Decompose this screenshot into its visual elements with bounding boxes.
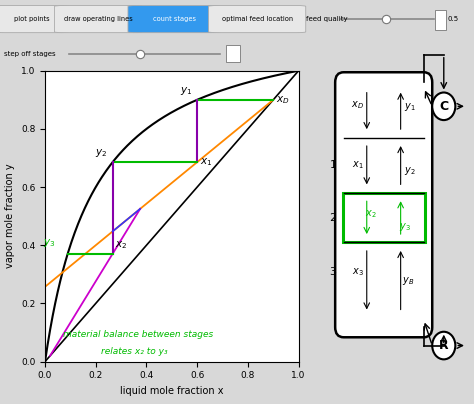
Text: 0.5: 0.5 xyxy=(447,16,458,22)
Text: $x_3$: $x_3$ xyxy=(352,266,364,278)
Text: $y_2$: $y_2$ xyxy=(404,165,415,177)
Text: 1: 1 xyxy=(329,160,337,170)
Text: $y_3$: $y_3$ xyxy=(43,237,55,249)
Text: step off stages: step off stages xyxy=(4,50,55,57)
Text: $y_2$: $y_2$ xyxy=(95,147,108,159)
Bar xyxy=(226,45,240,62)
Text: optimal feed location: optimal feed location xyxy=(221,16,293,22)
X-axis label: liquid mole fraction x: liquid mole fraction x xyxy=(120,386,224,396)
Circle shape xyxy=(432,332,456,360)
Text: feed quality: feed quality xyxy=(306,16,347,22)
Text: $y_B$: $y_B$ xyxy=(402,275,414,287)
Text: $x_1$: $x_1$ xyxy=(352,159,364,171)
Text: draw operating lines: draw operating lines xyxy=(64,16,133,22)
Bar xyxy=(435,10,446,30)
FancyBboxPatch shape xyxy=(55,6,142,33)
FancyBboxPatch shape xyxy=(335,72,432,337)
Text: 3: 3 xyxy=(329,267,337,277)
FancyBboxPatch shape xyxy=(128,6,220,33)
Text: 2: 2 xyxy=(329,213,337,223)
Text: $y_1$: $y_1$ xyxy=(404,101,415,113)
Text: $x_D$: $x_D$ xyxy=(351,99,364,111)
FancyBboxPatch shape xyxy=(0,6,69,33)
Text: $y_1$: $y_1$ xyxy=(180,85,192,97)
Circle shape xyxy=(432,93,456,120)
Text: plot points: plot points xyxy=(14,16,50,22)
Text: count stages: count stages xyxy=(153,16,196,22)
Text: material balance between stages: material balance between stages xyxy=(63,330,213,339)
Text: $x_D$: $x_D$ xyxy=(276,94,290,106)
Text: $x_2$: $x_2$ xyxy=(365,208,377,220)
FancyBboxPatch shape xyxy=(209,6,306,33)
Bar xyxy=(343,193,425,242)
Text: $y_3$: $y_3$ xyxy=(399,221,411,233)
Text: R: R xyxy=(439,339,448,352)
Text: C: C xyxy=(439,100,448,113)
Text: $x_2$: $x_2$ xyxy=(115,239,128,251)
Y-axis label: vapor mole fraction y: vapor mole fraction y xyxy=(5,164,15,268)
Text: relates x₂ to y₃: relates x₂ to y₃ xyxy=(101,347,167,356)
Text: $x_1$: $x_1$ xyxy=(200,156,212,168)
